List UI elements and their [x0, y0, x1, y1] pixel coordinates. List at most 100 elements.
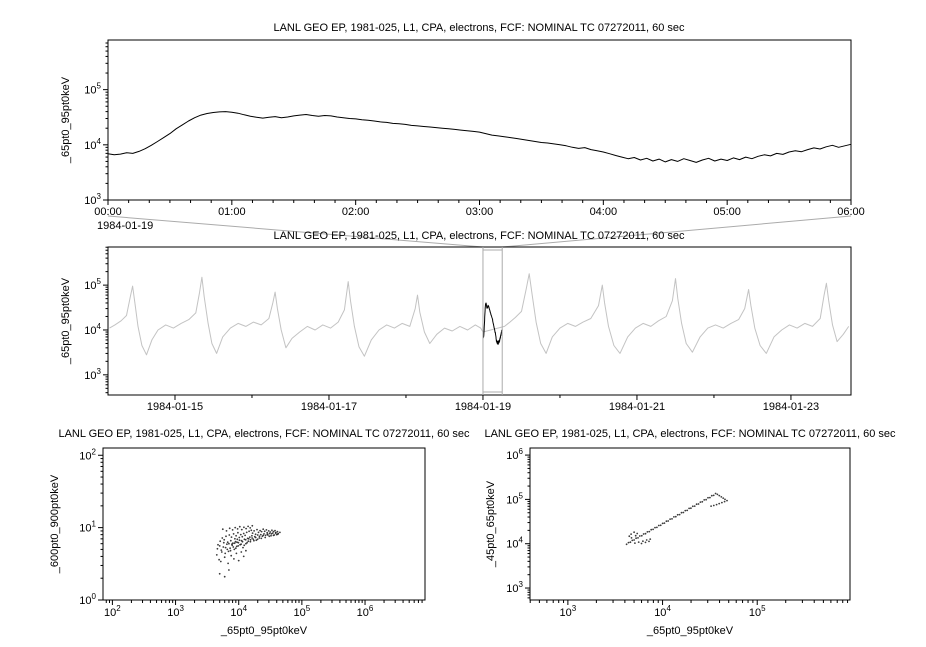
scatter-point [226, 543, 228, 546]
scatter-point [262, 534, 265, 537]
panel3-frame [102, 447, 426, 601]
scatter-point [216, 547, 219, 550]
panel1-y-axis-label: _65pt0_95pt0keV [60, 76, 72, 164]
scatter-point [232, 533, 235, 535]
panel3-y-axis-label: _600pt0_900pt0keV [49, 474, 61, 574]
scatter-point [223, 538, 226, 541]
panel4-scatter-points [625, 492, 728, 546]
x-tick-label: 104 [654, 604, 671, 619]
scatter-point [649, 538, 652, 540]
scatter-point [707, 496, 709, 499]
scatter-point [243, 544, 246, 547]
scatter-point [232, 546, 235, 548]
scatter-point [242, 555, 245, 558]
scatter-point [243, 526, 245, 529]
panel4-plot-area[interactable] [530, 448, 850, 600]
scatter-point [245, 527, 248, 530]
scatter-point [252, 538, 255, 541]
panel2-plot-area[interactable] [108, 247, 851, 395]
context-selection-box[interactable] [482, 247, 503, 395]
scatter-point [235, 552, 238, 555]
scatter-point [656, 526, 658, 529]
scatter-point [229, 547, 232, 550]
scatter-point [671, 518, 673, 520]
panel1-title: LANL GEO EP, 1981-025, L1, CPA, electron… [273, 22, 685, 34]
panel4-title: LANL GEO EP, 1981-025, L1, CPA, electron… [484, 428, 896, 440]
scatter-point [247, 525, 250, 528]
scatter-point [263, 533, 265, 535]
panel2-data-line [109, 273, 850, 357]
scatter-point [688, 507, 690, 510]
scatter-point [720, 496, 723, 498]
scatter-point [650, 528, 653, 531]
scatter-point [218, 545, 221, 547]
panel1-plot-area[interactable] [108, 40, 851, 200]
scatter-point [633, 539, 635, 541]
scatter-point [678, 513, 681, 516]
scatter-point [237, 559, 240, 562]
scatter-point [645, 539, 648, 541]
scatter-point [654, 526, 656, 529]
scatter-point [241, 535, 244, 538]
scatter-point [642, 540, 644, 543]
scatter-point [722, 497, 725, 499]
scatter-point [686, 509, 689, 512]
scatter-point [629, 541, 632, 544]
scatter-point [237, 531, 239, 534]
scatter-point [228, 534, 231, 536]
scatter-point [249, 538, 252, 541]
scatter-point [236, 541, 238, 544]
scatter-point [240, 551, 243, 553]
scatter-point [638, 535, 641, 537]
scatter-point [228, 542, 230, 545]
scatter-point [260, 537, 263, 540]
scatter-point [274, 532, 277, 534]
scatter-point [238, 525, 241, 528]
scatter-point [697, 503, 700, 505]
scatter-point [648, 530, 651, 533]
x-tick-label: 1984-01-19 [455, 401, 511, 413]
scatter-point [657, 524, 660, 527]
scatter-point [715, 503, 718, 506]
scatter-point [221, 537, 224, 539]
x-tick-label: 106 [357, 604, 374, 619]
scatter-point [716, 493, 719, 496]
scatter-point [272, 530, 275, 533]
connector-left-line [107, 215, 484, 248]
scatter-point [270, 533, 273, 535]
x-tick-label: 105 [294, 604, 311, 619]
scatter-point [244, 538, 247, 541]
scatter-point [724, 498, 726, 501]
x-tick-label: 05:00 [713, 206, 741, 218]
scatter-point [249, 540, 252, 543]
scatter-point [230, 554, 233, 557]
scatter-point [710, 494, 713, 497]
panel3-scatter: 100 101 102 102 103 104 105 106 [79, 447, 426, 619]
scatter-point [640, 534, 643, 537]
scatter-point [674, 515, 677, 518]
panel3-title: LANL GEO EP, 1981-025, L1, CPA, electron… [58, 428, 470, 440]
scatter-point [270, 534, 272, 537]
panel2-timeseries-context: 103 104 105 1984-01-15 1984-01-17 1984-01-19 1… [84, 246, 852, 413]
scatter-point [264, 536, 267, 539]
scatter-point [242, 532, 245, 535]
panel2-y-axis-label: _65pt0_95pt0keV [60, 277, 72, 365]
scatter-point [266, 533, 269, 536]
scatter-point [247, 537, 250, 540]
scatter-point [272, 534, 275, 537]
scatter-point [234, 537, 236, 540]
scatter-point [718, 494, 721, 497]
scatter-point [265, 529, 268, 531]
scatter-point [229, 539, 232, 542]
scatter-point [676, 513, 679, 516]
scatter-point [274, 529, 276, 532]
scatter-point [245, 531, 248, 534]
scatter-point [223, 575, 226, 578]
scatter-point [718, 502, 721, 505]
scatter-point [259, 529, 261, 532]
scatter-point [630, 533, 632, 535]
scatter-point [276, 533, 279, 536]
panel3-plot-area[interactable] [103, 448, 425, 600]
scatter-point [714, 492, 717, 495]
scatter-point [225, 535, 227, 538]
